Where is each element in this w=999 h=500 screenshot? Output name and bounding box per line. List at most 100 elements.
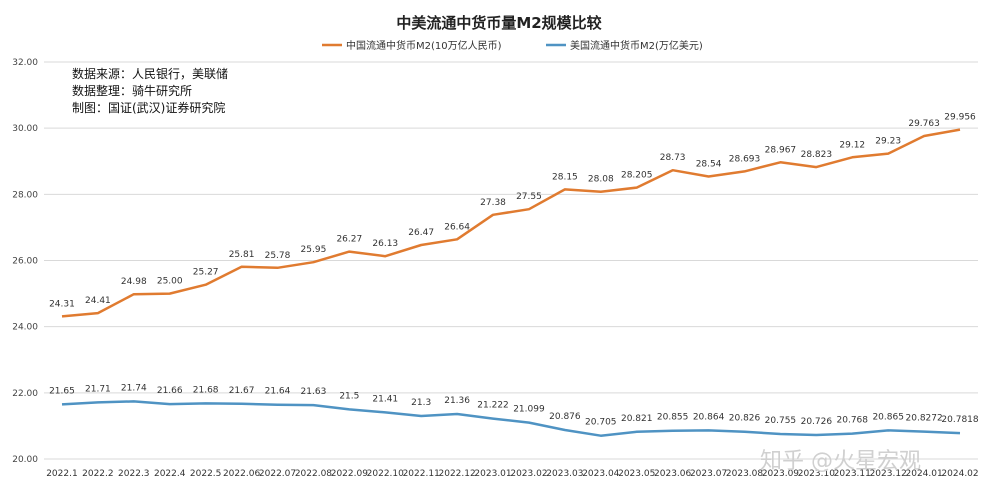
- y-tick-label: 30.00: [12, 124, 38, 134]
- x-tick-label: 2022.2: [82, 469, 114, 479]
- data-label: 25.78: [265, 251, 291, 261]
- x-tick-label: 2023.10: [798, 469, 835, 479]
- data-label: 24.31: [49, 299, 75, 309]
- data-label: 25.00: [157, 277, 183, 287]
- x-tick-label: 2023.01: [474, 469, 511, 479]
- y-axis: 20.00 22.00 24.00 26.00 28.00 30.00 32.00: [12, 58, 38, 465]
- note-charting: 制图：国证(武汉)证券研究院: [72, 100, 225, 115]
- x-tick-label: 2023.09: [762, 469, 799, 479]
- data-label: 21.63: [301, 387, 327, 397]
- series: [61, 128, 961, 437]
- data-label: 25.81: [229, 250, 255, 260]
- data-label: 28.73: [660, 153, 686, 163]
- data-label: 20.7818: [941, 415, 978, 425]
- x-axis: 2022.1 2022.2 2022.3 2022.4 2022.5 2022.06202…: [46, 469, 978, 479]
- y-tick-label: 20.00: [12, 455, 38, 465]
- data-label: 28.08: [588, 175, 614, 185]
- data-label: 20.768: [837, 416, 869, 426]
- x-tick-label: 2022.3: [118, 469, 150, 479]
- data-label: 20.705: [585, 418, 617, 428]
- grid: [44, 61, 978, 460]
- data-label: 21.74: [121, 383, 147, 393]
- legend-label-us: 美国流通中货币M2(万亿美元): [570, 39, 703, 52]
- data-label: 29.763: [908, 119, 940, 129]
- data-label: 28.967: [765, 145, 797, 155]
- data-label: 25.27: [193, 268, 219, 278]
- y-tick-label: 24.00: [12, 323, 38, 333]
- data-label: 21.5: [339, 391, 359, 401]
- x-tick-label: 2024.01: [906, 469, 943, 479]
- data-label: 21.64: [265, 387, 291, 397]
- x-tick-label: 2023.11: [834, 469, 871, 479]
- x-tick-label: 2023.07: [690, 469, 727, 479]
- y-tick-label: 22.00: [12, 389, 38, 399]
- data-label: 21.68: [193, 385, 219, 395]
- data-label: 21.36: [444, 396, 470, 406]
- data-label: 29.956: [944, 113, 976, 123]
- data-label: 28.54: [696, 159, 722, 169]
- x-tick-label: 2023.05: [618, 469, 655, 479]
- x-tick-label: 2024.02: [941, 469, 978, 479]
- data-label: 20.876: [549, 412, 581, 422]
- data-label: 21.67: [229, 386, 255, 396]
- data-labels: 24.31 24.41 24.98 25.00 25.27 25.81 25.78 25.95…: [49, 113, 979, 428]
- data-label: 21.222: [477, 401, 509, 411]
- x-tick-label: 2023.02: [510, 469, 547, 479]
- data-label: 20.855: [657, 413, 689, 423]
- x-tick-label: 2022.1: [46, 469, 78, 479]
- data-label: 20.864: [693, 412, 725, 422]
- x-tick-label: 2022.4: [154, 469, 186, 479]
- x-tick-label: 2022.07: [259, 469, 296, 479]
- x-tick-label: 2023.06: [654, 469, 691, 479]
- note-source: 数据来源：人民银行，美联储: [72, 66, 228, 81]
- data-label: 26.47: [408, 228, 434, 238]
- watermark: 知乎 @火星宏观: [760, 449, 921, 474]
- chart-title: 中美流通中货币量M2规模比较: [396, 14, 601, 32]
- note-compiler: 数据整理：骑牛研究所: [72, 83, 192, 98]
- x-tick-label: 2023.03: [546, 469, 583, 479]
- data-label: 29.23: [875, 137, 901, 147]
- data-label: 20.821: [621, 414, 653, 424]
- data-label: 20.8272: [906, 414, 943, 424]
- legend: 中国流通中货币M2(10万亿人民币) 美国流通中货币M2(万亿美元): [322, 39, 703, 52]
- data-label: 27.38: [480, 198, 506, 208]
- data-label: 27.55: [516, 192, 542, 202]
- x-tick-label: 2022.12: [439, 469, 476, 479]
- series-line-1: [61, 400, 961, 437]
- data-label: 29.12: [839, 140, 865, 150]
- data-label: 20.755: [765, 416, 797, 426]
- legend-label-china: 中国流通中货币M2(10万亿人民币): [346, 39, 502, 52]
- data-label: 28.205: [621, 171, 653, 181]
- data-label: 21.71: [85, 384, 111, 394]
- data-label: 21.66: [157, 386, 183, 396]
- data-label: 28.693: [729, 154, 761, 164]
- series-line-0: [61, 128, 961, 318]
- data-label: 20.865: [872, 412, 904, 422]
- x-tick-label: 2022.11: [403, 469, 440, 479]
- x-tick-label: 2022.09: [331, 469, 368, 479]
- data-label: 21.65: [49, 386, 75, 396]
- data-label: 26.27: [336, 235, 362, 245]
- y-tick-label: 28.00: [12, 190, 38, 200]
- x-tick-label: 2023.12: [870, 469, 907, 479]
- data-label: 26.64: [444, 222, 470, 232]
- data-label: 28.823: [801, 150, 833, 160]
- x-tick-label: 2022.06: [223, 469, 260, 479]
- x-tick-label: 2023.08: [726, 469, 763, 479]
- data-label: 21.41: [372, 394, 398, 404]
- data-label: 25.95: [301, 245, 327, 255]
- data-label: 28.15: [552, 172, 578, 182]
- x-tick-label: 2022.5: [190, 469, 222, 479]
- data-label: 20.826: [729, 414, 761, 424]
- data-label: 20.726: [801, 417, 833, 427]
- x-tick-label: 2022.10: [367, 469, 404, 479]
- x-tick-label: 2022.08: [295, 469, 332, 479]
- source-notes: 数据来源：人民银行，美联储 数据整理：骑牛研究所 制图：国证(武汉)证券研究院: [72, 66, 228, 115]
- data-label: 24.41: [85, 296, 111, 306]
- data-label: 24.98: [121, 277, 147, 287]
- y-tick-label: 26.00: [12, 257, 38, 267]
- data-label: 26.13: [372, 239, 398, 249]
- data-label: 21.3: [411, 398, 431, 408]
- data-label: 21.099: [513, 405, 545, 415]
